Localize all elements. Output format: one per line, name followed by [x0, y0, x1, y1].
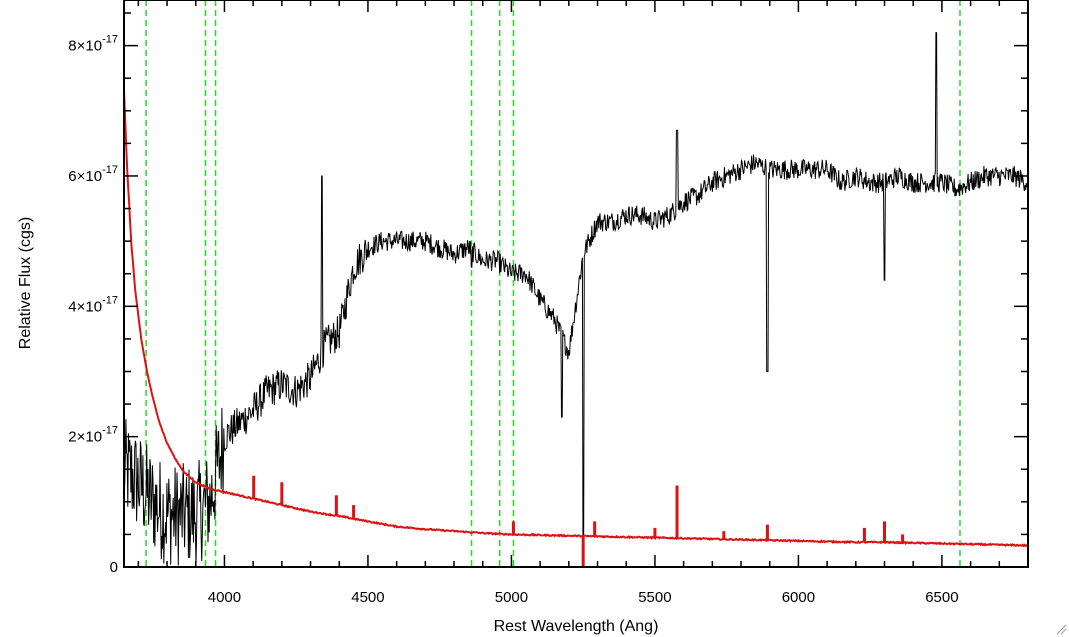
x-axis-title: Rest Wavelength (Ang) [494, 618, 659, 635]
x-tick-label: 4500 [351, 589, 384, 606]
plot-frame [123, 0, 1029, 568]
resize-grip-icon[interactable] [1055, 623, 1067, 635]
y-tick-label: 8×10-17 [68, 34, 118, 55]
x-tick-label: 6000 [782, 589, 815, 606]
x-tick-label: 4000 [208, 589, 241, 606]
y-axis-title: Relative Flux (cgs) [17, 217, 34, 349]
tick-labels-layer: 4000 4500 5000 5500 6000 6500 0 2×10-17 4×10-17 6… [68, 34, 958, 606]
x-tick-label: 5500 [638, 589, 671, 606]
x-tick-label: 5000 [495, 589, 528, 606]
y-tick-label: 2×10-17 [68, 425, 118, 446]
x-tick-label: 6500 [925, 589, 958, 606]
y-tick-label: 4×10-17 [68, 294, 118, 315]
series-layer [124, 32, 1028, 567]
y-tick-label: 0 [110, 559, 118, 576]
emission-line-markers [145, 0, 961, 567]
series-line-0 [124, 32, 1028, 567]
axes-layer [123, 0, 1029, 568]
y-tick-label: 6×10-17 [68, 164, 118, 185]
series-line-1 [124, 90, 1028, 548]
